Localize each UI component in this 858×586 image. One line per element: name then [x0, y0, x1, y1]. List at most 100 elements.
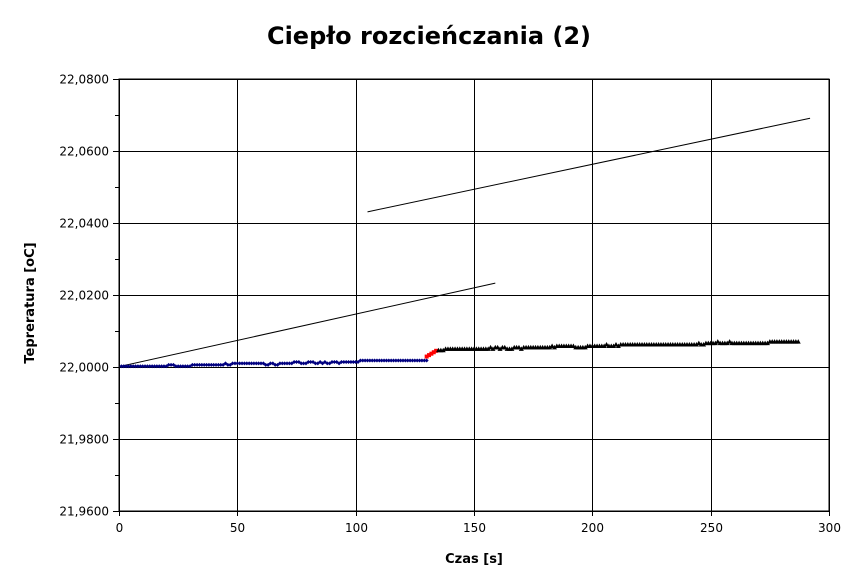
data-point-triangle — [727, 339, 733, 344]
data-point-diamond — [358, 358, 363, 363]
data-point-diamond — [138, 364, 143, 369]
data-point-diamond — [273, 362, 278, 367]
data-point-diamond — [225, 362, 230, 367]
data-point-triangle — [701, 342, 707, 347]
data-point-diamond — [161, 364, 166, 369]
data-point-triangle — [485, 346, 491, 351]
x-tick-label: 100 — [345, 521, 368, 535]
data-point-triangle — [715, 339, 721, 344]
data-point-diamond — [121, 364, 126, 369]
y-tick-label: 22,0200 — [59, 289, 109, 303]
data-point-diamond — [325, 361, 330, 366]
data-point-diamond — [294, 359, 299, 364]
data-point-diamond — [405, 358, 410, 363]
trendline — [367, 117, 811, 213]
data-point-diamond — [133, 364, 138, 369]
data-point-triangle — [604, 342, 610, 347]
data-point-diamond — [242, 361, 247, 366]
data-point-diamond — [391, 358, 396, 363]
data-point-diamond — [119, 364, 124, 369]
data-point-diamond — [157, 364, 162, 369]
data-point-diamond — [344, 359, 349, 364]
data-point-diamond — [351, 359, 356, 364]
data-point-diamond — [240, 361, 245, 366]
data-point-diamond — [204, 362, 209, 367]
data-point-diamond — [292, 359, 297, 364]
data-point-triangle — [611, 343, 617, 348]
data-point-diamond — [301, 361, 306, 366]
data-point-triangle — [615, 343, 621, 348]
data-point-diamond — [154, 364, 159, 369]
data-point-diamond — [282, 361, 287, 366]
data-point-diamond — [254, 361, 259, 366]
data-point-diamond — [396, 358, 401, 363]
data-point-triangle — [516, 344, 522, 350]
data-point-diamond — [216, 362, 221, 367]
y-axis-title: Tepreratura [oC] — [23, 242, 38, 363]
x-tick-label: 250 — [700, 521, 723, 535]
data-point-square — [431, 350, 436, 355]
data-point-diamond — [244, 361, 249, 366]
data-point-diamond — [332, 359, 337, 364]
data-point-diamond — [135, 364, 140, 369]
data-point-diamond — [401, 358, 405, 363]
data-point-diamond — [147, 364, 152, 369]
data-point-diamond — [195, 362, 200, 367]
data-point-triangle — [547, 344, 553, 350]
data-point-diamond — [412, 358, 417, 363]
x-tick-label: 0 — [116, 521, 124, 535]
x-tick-label: 300 — [818, 521, 841, 535]
data-point-diamond — [190, 362, 195, 367]
data-point-diamond — [178, 364, 183, 369]
data-point-diamond — [348, 359, 353, 364]
data-point-square — [427, 353, 432, 358]
data-point-diamond — [313, 361, 318, 366]
data-point-diamond — [398, 358, 403, 363]
x-tick-label: 50 — [230, 521, 245, 535]
data-point-diamond — [382, 358, 387, 363]
data-point-diamond — [419, 358, 424, 363]
data-point-diamond — [410, 358, 415, 363]
data-markers — [119, 339, 801, 369]
y-tick-label: 22,0800 — [59, 73, 109, 87]
y-tick-label: 22,0000 — [59, 361, 109, 375]
data-point-diamond — [150, 364, 155, 369]
y-tick-label: 22,0600 — [59, 145, 109, 159]
trendlines — [118, 117, 811, 368]
data-point-diamond — [206, 362, 211, 367]
data-point-diamond — [128, 364, 133, 369]
data-point-triangle — [549, 343, 555, 348]
plot-area-frame — [118, 78, 830, 512]
data-point-diamond — [360, 358, 365, 363]
data-point-triangle — [795, 339, 801, 344]
data-point-diamond — [211, 362, 216, 367]
data-point-diamond — [166, 362, 171, 367]
data-point-diamond — [424, 358, 429, 363]
data-point-diamond — [126, 364, 131, 369]
gridlines — [113, 79, 830, 516]
data-point-triangle — [518, 346, 524, 351]
data-point-diamond — [287, 361, 292, 366]
data-point-diamond — [263, 362, 268, 367]
data-point-diamond — [169, 362, 174, 367]
y-tick-label: 21,9800 — [59, 433, 109, 447]
data-point-diamond — [131, 364, 136, 369]
data-point-diamond — [403, 358, 408, 363]
data-point-triangle — [509, 346, 515, 351]
trendline — [118, 282, 496, 368]
data-point-diamond — [415, 358, 420, 363]
data-point-diamond — [145, 364, 150, 369]
data-point-diamond — [339, 359, 344, 364]
data-point-diamond — [124, 364, 129, 369]
data-point-diamond — [180, 364, 185, 369]
data-point-diamond — [384, 358, 389, 363]
data-point-diamond — [185, 364, 190, 369]
data-point-diamond — [341, 359, 346, 364]
data-point-diamond — [247, 361, 252, 366]
chart-title: Ciepło rozcieńczania (2) — [266, 22, 592, 50]
data-point-diamond — [389, 358, 394, 363]
data-point-triangle — [764, 340, 770, 346]
data-point-square — [434, 348, 439, 353]
data-point-triangle — [490, 346, 496, 351]
data-point-diamond — [176, 364, 181, 369]
